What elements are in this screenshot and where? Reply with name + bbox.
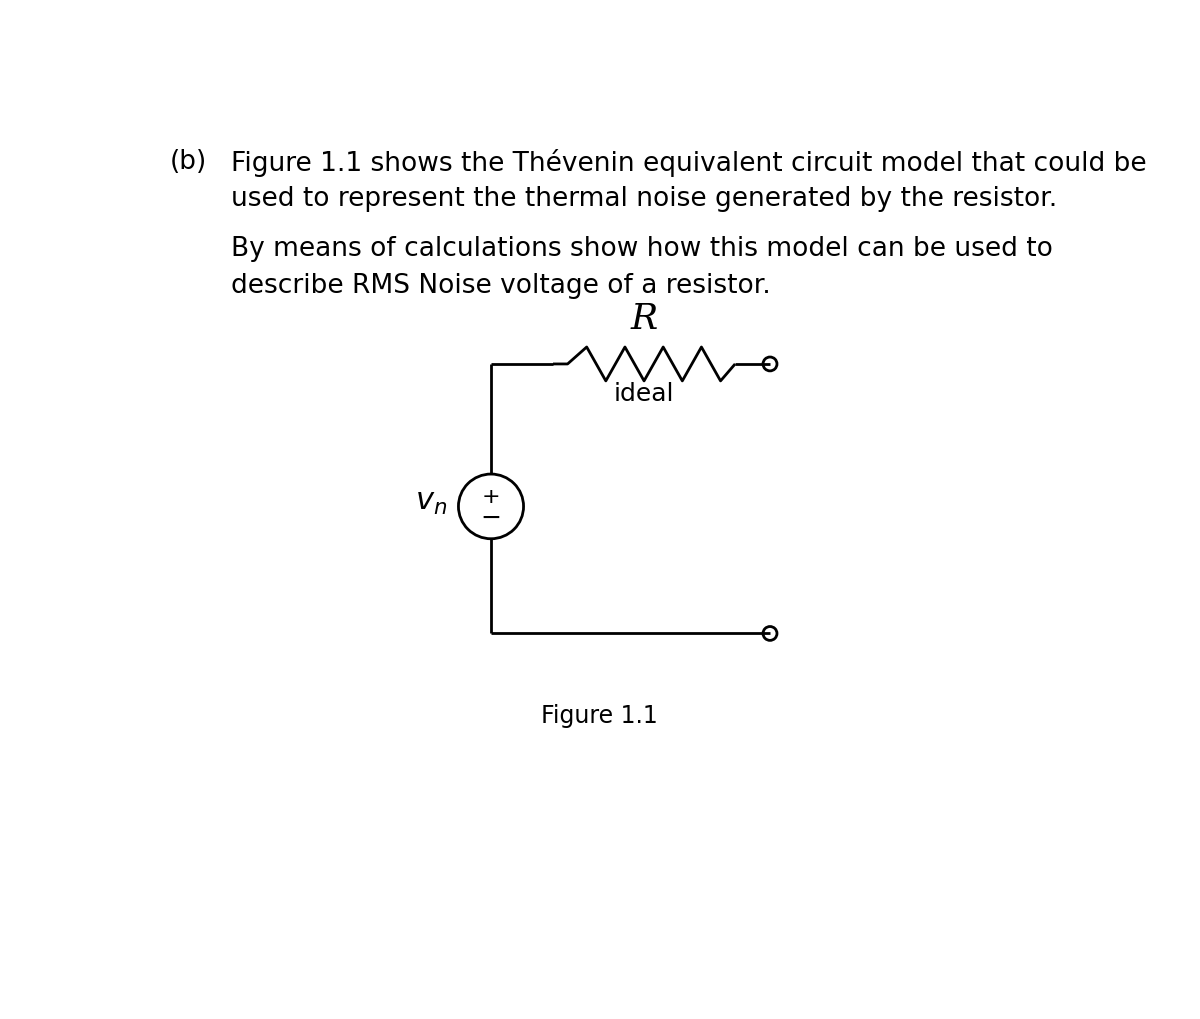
Text: +: + (481, 487, 500, 506)
Text: Figure 1.1 shows the Thévenin equivalent circuit model that could be: Figure 1.1 shows the Thévenin equivalent… (232, 149, 1147, 177)
Circle shape (763, 358, 776, 372)
Circle shape (763, 627, 776, 641)
Text: R: R (630, 302, 658, 335)
Text: describe RMS Noise voltage of a resistor.: describe RMS Noise voltage of a resistor… (232, 272, 772, 299)
Text: ideal: ideal (614, 381, 674, 406)
Text: By means of calculations show how this model can be used to: By means of calculations show how this m… (232, 236, 1054, 262)
Text: Figure 1.1: Figure 1.1 (541, 703, 658, 727)
Text: −: − (480, 505, 502, 530)
Text: used to represent the thermal noise generated by the resistor.: used to represent the thermal noise gene… (232, 185, 1057, 211)
Text: $v_n$: $v_n$ (415, 485, 446, 517)
Text: (b): (b) (169, 149, 206, 175)
